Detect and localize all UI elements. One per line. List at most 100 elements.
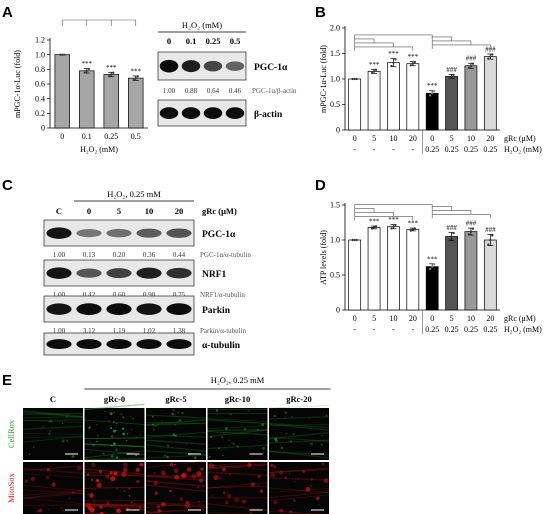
signal-spot xyxy=(310,478,314,481)
signal-spot xyxy=(155,493,158,495)
cell-streak xyxy=(84,503,145,511)
quant-value: 0.75 xyxy=(173,291,186,299)
data-point xyxy=(372,226,376,229)
quant-value: 1.19 xyxy=(113,327,126,335)
signal-spot xyxy=(45,475,50,480)
micrograph-tile xyxy=(207,462,268,514)
bar xyxy=(54,54,70,129)
signal-spot xyxy=(301,469,306,474)
signal-spot xyxy=(98,469,103,473)
signal-spot xyxy=(95,478,100,483)
signal-spot xyxy=(270,472,276,478)
significance-bracket xyxy=(431,214,491,219)
panel-label-c: C xyxy=(2,177,13,194)
y-tick-label: 0.6 xyxy=(35,80,45,89)
signal-spot xyxy=(215,409,219,412)
cell-streak xyxy=(145,501,207,506)
bar xyxy=(406,229,420,311)
y-tick-label: 1.0 xyxy=(35,50,45,59)
cell-streak xyxy=(84,504,145,508)
significance-bracket xyxy=(431,210,472,215)
cell-streak xyxy=(268,416,330,420)
quant-value: 1.02 xyxy=(143,327,156,335)
signal-spot xyxy=(160,470,166,476)
lane-label: C xyxy=(56,206,62,216)
bar xyxy=(464,231,478,311)
signal-spot xyxy=(122,432,125,436)
cell-streak xyxy=(207,463,268,470)
data-point xyxy=(429,267,432,270)
protein-label: Parkin xyxy=(202,306,231,316)
lane-label: 20 xyxy=(175,206,184,216)
blot-band xyxy=(46,227,72,239)
cell-streak xyxy=(145,444,207,452)
blot-band xyxy=(136,303,162,315)
signal-spot xyxy=(128,487,131,490)
blot-band xyxy=(136,267,162,279)
data-point xyxy=(448,76,451,80)
signal-spot xyxy=(28,453,31,456)
blot-band xyxy=(76,268,102,278)
signal-spot xyxy=(71,455,75,458)
significance-mark: ### xyxy=(485,46,496,54)
micrograph-tile xyxy=(23,462,83,514)
significance-mark: *** xyxy=(82,60,93,68)
data-point xyxy=(374,225,378,228)
signal-spot xyxy=(174,434,177,437)
quant-value: 0.42 xyxy=(83,291,96,299)
row-label-h2o2: H₂O₂ (mM) xyxy=(504,325,542,334)
significance-bracket xyxy=(354,38,375,43)
signal-spot xyxy=(196,485,200,489)
signal-spot xyxy=(123,490,126,493)
signal-spot xyxy=(152,428,155,431)
quant-value: 0.44 xyxy=(173,251,186,259)
cell-streak xyxy=(84,443,145,448)
data-point xyxy=(353,238,356,242)
significance-bracket xyxy=(431,44,491,49)
cell-streak xyxy=(207,464,268,471)
blot-band xyxy=(136,228,162,238)
signal-spot xyxy=(323,478,329,484)
significance-mark: *** xyxy=(388,50,399,58)
signal-spot xyxy=(151,415,154,418)
quant-value: 1.00 xyxy=(163,87,176,95)
data-point xyxy=(61,53,64,56)
column-label: gRc-5 xyxy=(165,394,186,404)
cell-streak xyxy=(22,412,84,416)
data-point xyxy=(487,243,490,246)
signal-spot xyxy=(185,500,189,504)
signal-spot xyxy=(270,464,274,467)
signal-spot xyxy=(223,432,225,434)
signal-spot xyxy=(224,427,228,430)
cell-streak xyxy=(84,486,145,489)
y-tick-label: 0.5 xyxy=(330,271,340,280)
signal-spot xyxy=(222,491,226,494)
signal-spot xyxy=(123,467,128,472)
signal-spot xyxy=(213,474,219,481)
signal-spot xyxy=(96,440,98,443)
cell-streak xyxy=(207,463,268,469)
signal-spot xyxy=(201,477,204,480)
quant-value: 1.00 xyxy=(53,327,66,335)
signal-spot xyxy=(273,500,278,505)
cell-streak xyxy=(22,492,84,500)
data-point xyxy=(487,57,490,60)
y-tick-label: 1.5 xyxy=(330,201,340,210)
signal-spot xyxy=(128,494,131,497)
blot-band xyxy=(106,228,132,238)
data-point xyxy=(489,55,492,58)
panel-label-d: D xyxy=(315,177,326,194)
data-point xyxy=(351,238,354,242)
micrograph-tile xyxy=(84,408,145,460)
x-tick-label: 0.25 xyxy=(104,132,118,141)
signal-spot xyxy=(227,493,232,498)
significance-mark: *** xyxy=(388,216,399,224)
signal-spot xyxy=(115,456,119,459)
signal-spot xyxy=(91,462,96,468)
cell-streak xyxy=(22,419,84,422)
h2o2-tick-label: 0.25 xyxy=(464,145,478,154)
blot-band xyxy=(166,339,192,350)
y-tick-label: 0 xyxy=(41,124,45,133)
signal-spot xyxy=(89,507,95,513)
signal-spot xyxy=(96,434,99,437)
